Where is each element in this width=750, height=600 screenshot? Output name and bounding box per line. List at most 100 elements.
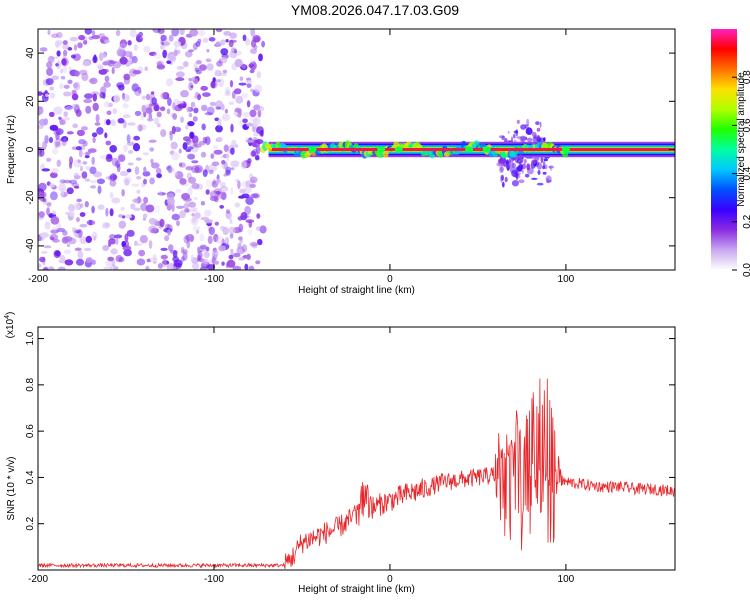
heatmap-noise-cell xyxy=(68,203,75,212)
heatmap-noise-cell xyxy=(132,69,142,75)
heatmap-noise-cell xyxy=(209,101,216,107)
heatmap-noise-cell xyxy=(224,108,228,114)
heatmap-noise-cell xyxy=(132,143,141,152)
heatmap-noise-cell xyxy=(54,250,61,257)
heatmap-noise-cell xyxy=(170,112,175,118)
heatmap-noise-cell xyxy=(79,236,88,245)
heatmap-noise-cell xyxy=(166,196,175,206)
heatmap-noise-cell xyxy=(172,266,177,270)
heatmap-noise-cell xyxy=(256,213,261,219)
heatmap-noise-cell xyxy=(118,84,125,91)
heatmap-noise-cell xyxy=(62,230,68,236)
heatmap-noise-cell xyxy=(208,226,215,236)
heatmap-noise-cell xyxy=(242,34,247,42)
heatmap-noise-cell xyxy=(206,49,210,53)
x-tick-label: 0 xyxy=(387,274,393,285)
heatmap-noise-cell xyxy=(193,167,202,174)
heatmap-noise-cell xyxy=(39,47,48,52)
heatmap-noise-cell xyxy=(41,168,51,172)
heatmap-noise-cell xyxy=(233,88,242,95)
heatmap-noise-cell xyxy=(244,263,249,270)
heatmap-noise-cell xyxy=(138,31,143,37)
heatmap-noise-cell xyxy=(137,124,143,132)
heatmap-noise-cell xyxy=(200,201,206,206)
heatmap-noise-cell xyxy=(165,223,170,229)
heatmap-noise-cell xyxy=(193,142,198,148)
heatmap-noise-cell xyxy=(199,244,207,250)
heatmap-noise-cell xyxy=(38,106,44,115)
heatmap-noise-cell xyxy=(229,232,234,239)
heatmap-noise-cell xyxy=(106,110,112,116)
heatmap-noise-cell xyxy=(126,168,132,173)
heatmap-noise-cell xyxy=(56,159,62,167)
heatmap-noise-cell xyxy=(176,128,181,132)
heatmap-noise-cell xyxy=(55,63,59,67)
heatmap-noise-cell xyxy=(89,166,97,175)
scale-suffix: ) xyxy=(5,312,16,315)
heatmap-noise-cell xyxy=(109,179,117,187)
heatmap-noise-cell xyxy=(56,31,63,39)
heatmap-noise-cell xyxy=(143,166,147,173)
heatmap-noise-cell xyxy=(255,260,261,265)
heatmap-noise-cell xyxy=(257,105,265,112)
heatmap-noise-cell xyxy=(165,52,175,62)
heatmap-noise-cell xyxy=(154,204,161,214)
heatmap-noise-cell xyxy=(229,218,233,225)
heatmap-noise-cell xyxy=(118,214,123,218)
heatmap-noise-cell xyxy=(229,32,238,39)
heatmap-noise-cell xyxy=(218,73,228,77)
heatmap-noise-cell xyxy=(221,191,227,201)
heatmap-noise-cell xyxy=(248,183,256,188)
heatmap-noise-cell xyxy=(56,141,61,148)
heatmap-noise-cell xyxy=(112,61,121,69)
heatmap-noise-cell xyxy=(89,180,97,184)
heatmap-noise-cell xyxy=(71,182,80,188)
x-tick-label: -200 xyxy=(28,274,48,285)
heatmap-disturbance-cell xyxy=(542,165,546,170)
heatmap-noise-cell xyxy=(199,266,207,270)
heatmap-noise-cell xyxy=(192,207,198,213)
heatmap-noise-cell xyxy=(230,147,235,155)
heatmap-noise-cell xyxy=(166,108,171,115)
heatmap-noise-cell xyxy=(92,56,98,64)
heatmap-noise-cell xyxy=(203,251,210,258)
heatmap-noise-cell xyxy=(168,34,174,42)
heatmap-noise-cell xyxy=(223,144,229,153)
heatmap-noise-cell xyxy=(51,226,60,231)
heatmap-noise-cell xyxy=(153,52,162,59)
y-tick-label: 20 xyxy=(25,95,36,107)
heatmap-noise-cell xyxy=(139,235,148,244)
heatmap-noise-cell xyxy=(74,247,82,251)
heatmap-noise-cell xyxy=(45,78,54,86)
heatmap-noise-cell xyxy=(216,236,224,244)
heatmap-noise-cell xyxy=(63,84,70,89)
heatmap-noise-cell xyxy=(195,229,200,234)
heatmap-signal-node xyxy=(465,146,474,153)
heatmap-noise-cell xyxy=(230,167,235,171)
heatmap-noise-cell xyxy=(192,262,200,270)
heatmap-noise-cell xyxy=(47,29,51,35)
heatmap-disturbance-cell xyxy=(526,163,531,171)
heatmap-noise-cell xyxy=(48,137,54,143)
heatmap-noise-cell xyxy=(61,138,67,146)
spectrogram-y-label: Frequency (Hz) xyxy=(6,115,17,184)
heatmap-noise-cell xyxy=(245,180,251,188)
y-tick-label: 40 xyxy=(25,47,36,59)
heatmap-noise-cell xyxy=(249,69,255,74)
heatmap-noise-cell xyxy=(38,182,47,192)
heatmap-noise-cell xyxy=(42,198,47,203)
heatmap-noise-cell xyxy=(81,126,88,131)
heatmap-noise-cell xyxy=(187,153,196,160)
heatmap-noise-cell xyxy=(259,130,264,137)
heatmap-noise-cell xyxy=(130,203,136,210)
heatmap-noise-cell xyxy=(185,124,189,130)
heatmap-noise-cell xyxy=(49,86,54,91)
heatmap-noise-cell xyxy=(62,64,68,74)
heatmap-noise-cell xyxy=(250,193,259,199)
heatmap-noise-cell xyxy=(131,183,140,187)
heatmap-noise-cell xyxy=(192,225,201,231)
heatmap-noise-cell xyxy=(60,68,64,74)
heatmap-noise-cell xyxy=(109,208,114,217)
heatmap-noise-cell xyxy=(42,141,48,149)
heatmap-noise-cell xyxy=(245,79,253,84)
